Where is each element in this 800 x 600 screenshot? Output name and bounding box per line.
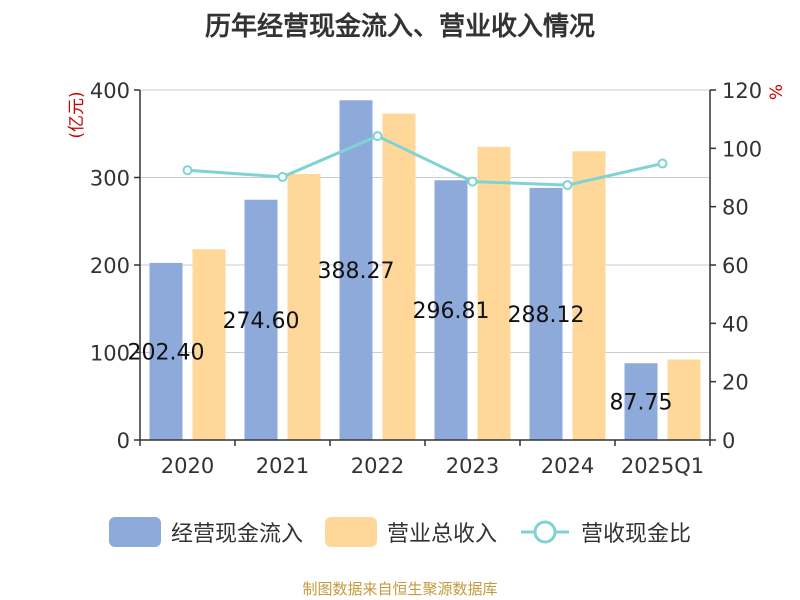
bar	[667, 359, 701, 440]
y-tick-label-left: 200	[90, 254, 130, 278]
y-tick-label-right: 0	[722, 429, 735, 453]
legend-label-ratio: 营收现金比	[581, 522, 692, 547]
legend-line-marker-icon	[521, 520, 569, 544]
legend-swatch-cash-inflow	[108, 517, 161, 547]
ratio-point	[182, 165, 193, 176]
ratio-point	[562, 180, 573, 191]
data-label: 274.60	[223, 309, 300, 334]
bar	[287, 174, 321, 440]
y-tick-label-left: 100	[90, 342, 130, 366]
bar	[244, 199, 278, 440]
ratio-point	[277, 171, 288, 182]
legend-label-revenue: 营业总收入	[386, 522, 497, 547]
x-tick-label: 2024	[541, 454, 594, 478]
data-label: 296.81	[413, 299, 490, 324]
ratio-point	[467, 176, 478, 187]
data-label: 388.27	[318, 259, 395, 284]
y-tick-label-right: 60	[722, 254, 749, 278]
y-tick-label-right: 20	[722, 371, 749, 395]
x-tick-label: 2020	[161, 454, 214, 478]
y-axis-left-title: (亿元)	[67, 91, 87, 138]
legend-label-cash-inflow: 经营现金流入	[170, 522, 303, 547]
y-tick-label-right: 100	[722, 137, 762, 161]
bar	[572, 151, 606, 440]
bar	[477, 146, 511, 440]
bar	[149, 262, 183, 440]
x-tick-label: 2021	[256, 454, 309, 478]
data-label: 288.12	[508, 303, 585, 328]
bar	[382, 113, 416, 440]
bar	[434, 180, 468, 440]
x-tick-label: 2022	[351, 454, 404, 478]
y-tick-label-right: 40	[722, 312, 749, 336]
ratio-point	[372, 131, 383, 142]
legend-item-revenue[interactable]: 营业总收入	[324, 516, 497, 548]
bar	[339, 100, 373, 441]
bar	[624, 363, 658, 440]
source-note: 制图数据来自恒生聚源数据库	[302, 580, 498, 598]
data-label: 87.75	[610, 391, 673, 416]
y-tick-label-right: 80	[722, 196, 749, 220]
ratio-line	[187, 134, 663, 187]
legend-swatch-revenue	[324, 517, 377, 547]
chart-title: 历年经营现金流入、营业收入情况	[204, 12, 595, 42]
x-tick-label: 2025Q1	[621, 454, 704, 478]
legend: 经营现金流入 营业总收入 营收现金比	[0, 516, 800, 548]
ratio-point	[657, 158, 668, 169]
legend-item-ratio[interactable]: 营收现金比	[519, 516, 691, 548]
y-tick-label-left: 400	[90, 79, 130, 103]
y-tick-label-left: 300	[90, 167, 130, 191]
legend-item-cash-inflow[interactable]: 经营现金流入	[108, 516, 303, 548]
bar	[529, 187, 563, 440]
y-tick-label-right: 120	[722, 79, 762, 103]
x-tick-label: 2023	[446, 454, 499, 478]
y-axis-right-title: %	[767, 84, 787, 100]
bar	[192, 249, 226, 440]
y-tick-label-left: 0	[117, 429, 130, 453]
